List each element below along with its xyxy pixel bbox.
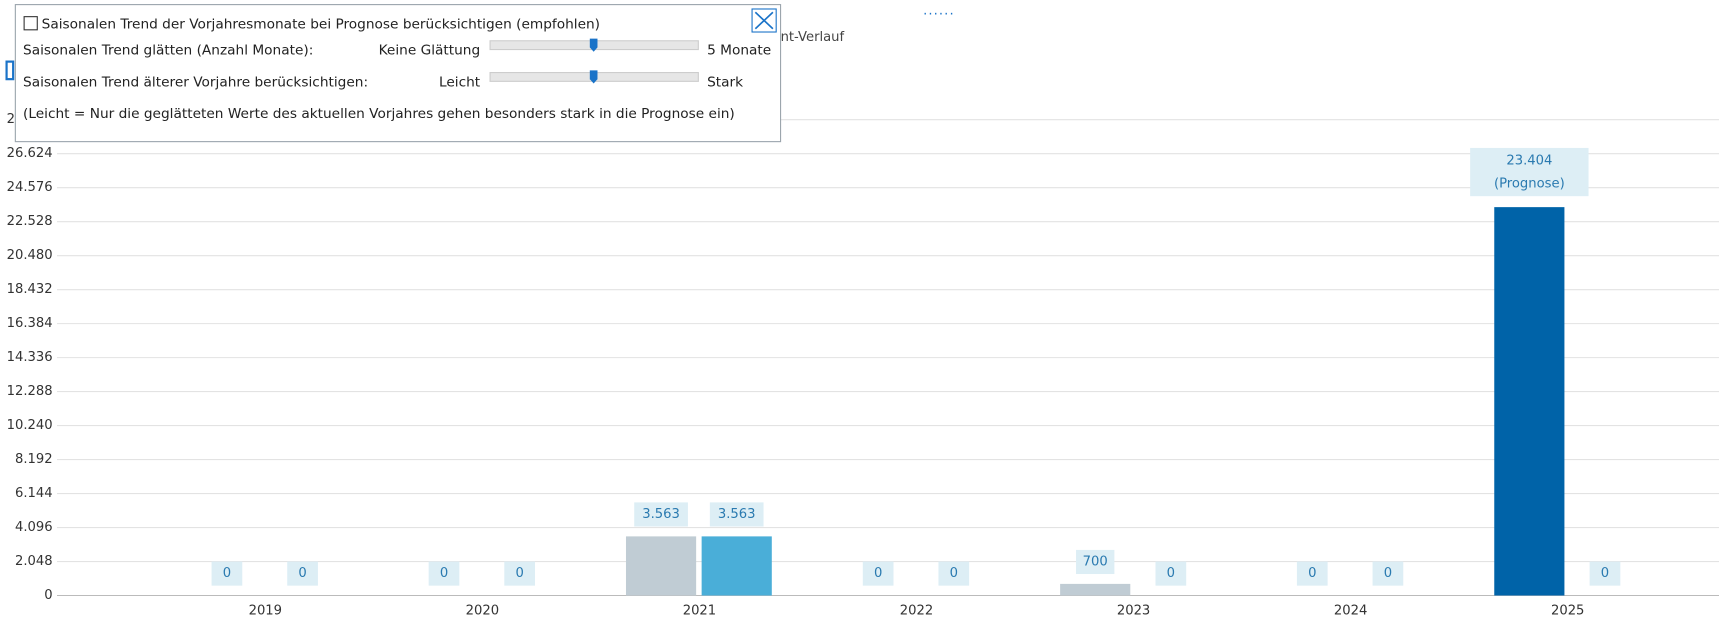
row-label: Saisonalen Trend glätten (Anzahl Monate)… (23, 43, 313, 59)
value-label: 700 (1083, 554, 1108, 569)
x-tick-label: 2022 (900, 603, 933, 618)
bar (1494, 207, 1565, 596)
checkbox[interactable] (23, 16, 38, 31)
value-label-box (634, 502, 688, 527)
y-tick-label: 24.576 (7, 180, 53, 195)
slider-max-label: Stark (707, 74, 743, 90)
slider-min-label: Keine Glättung (379, 43, 481, 59)
value-label-box (287, 561, 318, 586)
value-label: 0 (1601, 566, 1609, 581)
y-tick-label: 12.288 (7, 384, 53, 399)
close-icon (754, 11, 774, 30)
slider-min-label: Leicht (439, 74, 481, 90)
value-label: 0 (515, 566, 523, 581)
y-tick-label: 18.432 (7, 282, 53, 297)
value-label: 0 (1308, 566, 1316, 581)
value-label-box (1372, 561, 1404, 586)
x-tick-label: 2023 (1117, 603, 1150, 618)
y-tick-label: 2.048 (15, 554, 53, 569)
value-label: 3.563 (718, 507, 756, 522)
value-label-box (1589, 561, 1621, 586)
value-label: 0 (1167, 566, 1175, 581)
annotation: (Prognose) (1494, 177, 1565, 192)
y-tick-label: 10.240 (7, 418, 53, 433)
value-label: 0 (440, 566, 448, 581)
slider-max-label: 5 Monate (707, 43, 771, 59)
panel-note: (Leicht = Nur die geglätteten Werte des … (23, 106, 735, 122)
bar (701, 536, 772, 596)
value-label-box (428, 561, 460, 586)
value-label: 0 (950, 566, 958, 581)
row-label: Saisonalen Trend älterer Vorjahre berück… (23, 74, 368, 90)
settings-panel: Saisonalen Trend der Vorjahresmonate bei… (14, 4, 782, 143)
value-label: 0 (1384, 566, 1392, 581)
x-tick-label: 2024 (1334, 603, 1367, 618)
y-tick-label: 4.096 (15, 520, 53, 535)
x-tick-label: 2020 (466, 603, 499, 618)
x-tick-label: 2019 (249, 603, 282, 618)
value-label-box (1470, 147, 1589, 197)
value-label-box (504, 561, 535, 586)
dots: ...... (923, 4, 955, 19)
x-tick-label: 2021 (683, 603, 716, 618)
y-tick-label: 6.144 (15, 486, 53, 501)
y-tick-label: 8.192 (15, 452, 53, 467)
value-label: 0 (298, 566, 306, 581)
icon-fragment (5, 60, 15, 81)
checkbox-label[interactable]: Saisonalen Trend der Vorjahresmonate bei… (42, 16, 600, 32)
value-label-box (1296, 561, 1328, 586)
value-label-box (709, 502, 764, 527)
y-tick-label: 14.336 (7, 350, 53, 365)
value-label-box (938, 561, 970, 586)
bar (625, 536, 697, 596)
value-label: 0 (874, 566, 882, 581)
value-label-box (862, 561, 894, 586)
slider-thumb[interactable] (589, 70, 598, 84)
value-label-box (1155, 561, 1187, 586)
y-tick-label: 22.528 (7, 214, 53, 229)
x-tick-label: 2025 (1551, 603, 1584, 618)
value-label-box (211, 561, 243, 586)
y-tick-label: 26.624 (7, 146, 53, 161)
value-label: 0 (223, 566, 231, 581)
slider-thumb[interactable] (589, 38, 598, 52)
tab-text: nt-Verlauf (781, 30, 845, 45)
plot: 0 2.048 4.096 6.144 8.192 10.240 12.288 14.336 1… (7, 112, 1719, 618)
value-label: 23.404 (1506, 154, 1552, 169)
y-tick-label: 16.384 (7, 316, 53, 331)
bar (1060, 583, 1131, 596)
y-tick-label: 20.480 (7, 248, 53, 263)
value-label-box (1076, 549, 1115, 575)
value-label: 3.563 (642, 507, 680, 522)
y-tick-label: 0 (44, 588, 52, 603)
